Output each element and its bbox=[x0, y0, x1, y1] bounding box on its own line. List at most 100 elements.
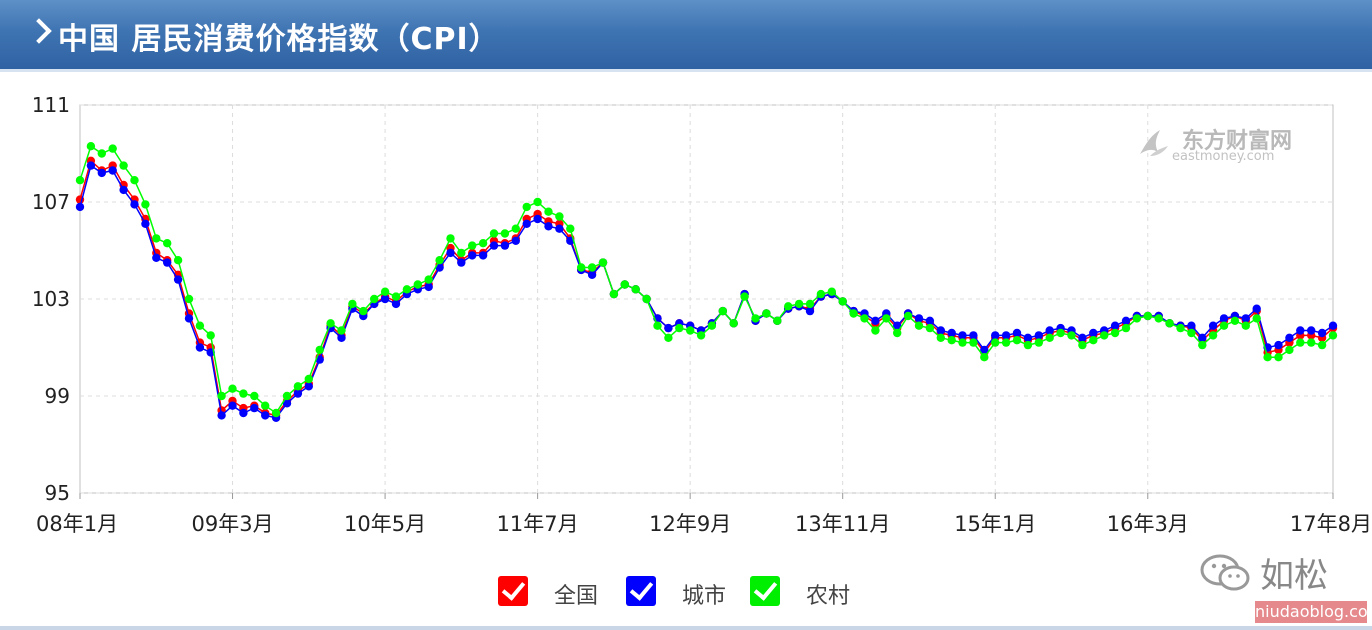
data-point bbox=[555, 212, 564, 221]
data-point bbox=[522, 219, 531, 228]
data-point bbox=[217, 411, 226, 420]
data-point bbox=[457, 248, 466, 258]
data-point bbox=[489, 241, 499, 250]
data-point bbox=[1165, 319, 1174, 328]
data-point bbox=[1296, 326, 1305, 335]
data-point bbox=[1001, 338, 1011, 347]
data-point bbox=[1121, 323, 1131, 333]
watermark-domain: eastmoney.com bbox=[1172, 149, 1275, 164]
data-point bbox=[1317, 340, 1327, 350]
data-point bbox=[304, 382, 313, 391]
data-point bbox=[991, 331, 1000, 340]
data-point bbox=[206, 331, 215, 340]
data-point bbox=[773, 316, 782, 325]
data-point bbox=[424, 282, 433, 292]
data-point bbox=[130, 176, 139, 185]
data-point bbox=[1089, 328, 1098, 338]
data-point bbox=[1045, 333, 1054, 342]
data-point bbox=[1012, 336, 1022, 345]
data-point bbox=[1285, 345, 1294, 355]
y-tick-label: 95 bbox=[45, 481, 70, 505]
data-point bbox=[282, 391, 292, 401]
legend-label-urban: 城市 bbox=[682, 584, 727, 609]
data-point bbox=[217, 391, 226, 401]
data-point bbox=[228, 384, 237, 393]
data-point bbox=[108, 144, 117, 153]
chart-legend: 全国 城市 农村 bbox=[0, 572, 1372, 612]
data-point bbox=[500, 229, 510, 238]
data-point bbox=[1198, 340, 1207, 350]
data-point bbox=[1012, 328, 1022, 338]
x-tick-label: 11年7月 bbox=[497, 512, 579, 536]
y-tick-label: 107 bbox=[32, 190, 70, 214]
data-point bbox=[598, 258, 608, 267]
data-point bbox=[478, 239, 488, 248]
data-point bbox=[1274, 340, 1283, 350]
data-point bbox=[75, 202, 85, 212]
data-point bbox=[686, 326, 695, 335]
data-point bbox=[903, 311, 913, 321]
watermark-brand: 东方财富网 bbox=[1182, 129, 1293, 154]
data-point bbox=[359, 306, 368, 316]
data-point bbox=[391, 299, 401, 309]
data-point bbox=[163, 258, 172, 267]
data-point bbox=[195, 343, 205, 352]
data-point bbox=[315, 345, 324, 355]
data-point bbox=[500, 241, 510, 250]
data-point bbox=[261, 401, 270, 410]
data-point bbox=[653, 321, 662, 330]
data-point bbox=[1089, 336, 1098, 345]
data-point bbox=[805, 306, 815, 316]
data-point bbox=[1307, 338, 1316, 347]
chart-header: 中国 居民消费价格指数（CPI） bbox=[0, 0, 1372, 72]
data-point bbox=[337, 333, 346, 342]
data-point bbox=[566, 224, 575, 233]
data-point bbox=[184, 294, 194, 304]
data-point bbox=[1187, 321, 1196, 330]
legend-label-national: 全国 bbox=[554, 584, 599, 609]
checkbox-checked-icon[interactable] bbox=[750, 576, 780, 606]
data-point bbox=[184, 314, 194, 323]
data-point bbox=[664, 323, 673, 333]
data-point bbox=[282, 399, 292, 408]
data-point bbox=[577, 263, 586, 272]
data-point bbox=[348, 299, 357, 309]
data-point bbox=[555, 224, 564, 233]
site-badge: niudaoblog.com bbox=[1255, 601, 1372, 623]
data-point bbox=[511, 224, 520, 233]
data-point bbox=[1078, 333, 1087, 342]
data-point bbox=[1045, 326, 1054, 335]
data-point bbox=[119, 185, 128, 195]
data-point bbox=[1132, 314, 1142, 323]
data-point bbox=[478, 251, 488, 260]
data-point bbox=[468, 251, 477, 260]
data-point bbox=[969, 338, 978, 347]
data-point bbox=[1001, 331, 1011, 340]
data-point bbox=[1252, 304, 1261, 313]
x-tick-label: 13年11月 bbox=[795, 512, 890, 536]
data-point bbox=[838, 297, 847, 306]
checkbox-checked-icon[interactable] bbox=[498, 576, 528, 606]
data-point bbox=[391, 292, 401, 301]
data-point bbox=[1198, 333, 1207, 342]
data-point bbox=[195, 321, 205, 330]
bottom-divider bbox=[0, 626, 1372, 630]
data-point bbox=[587, 270, 597, 279]
checkbox-checked-icon[interactable] bbox=[626, 576, 656, 606]
data-point bbox=[631, 285, 640, 294]
data-point bbox=[936, 326, 945, 335]
data-point bbox=[522, 202, 531, 212]
data-point bbox=[914, 321, 924, 330]
data-point bbox=[533, 197, 542, 207]
data-point bbox=[1067, 331, 1076, 340]
data-point bbox=[751, 314, 760, 323]
data-point bbox=[1154, 314, 1163, 323]
data-point bbox=[1317, 328, 1327, 338]
data-point bbox=[435, 256, 444, 265]
data-point bbox=[1100, 331, 1109, 340]
data-point bbox=[1187, 328, 1196, 338]
data-point bbox=[947, 336, 956, 345]
data-point bbox=[893, 328, 902, 338]
data-point bbox=[1219, 321, 1229, 330]
